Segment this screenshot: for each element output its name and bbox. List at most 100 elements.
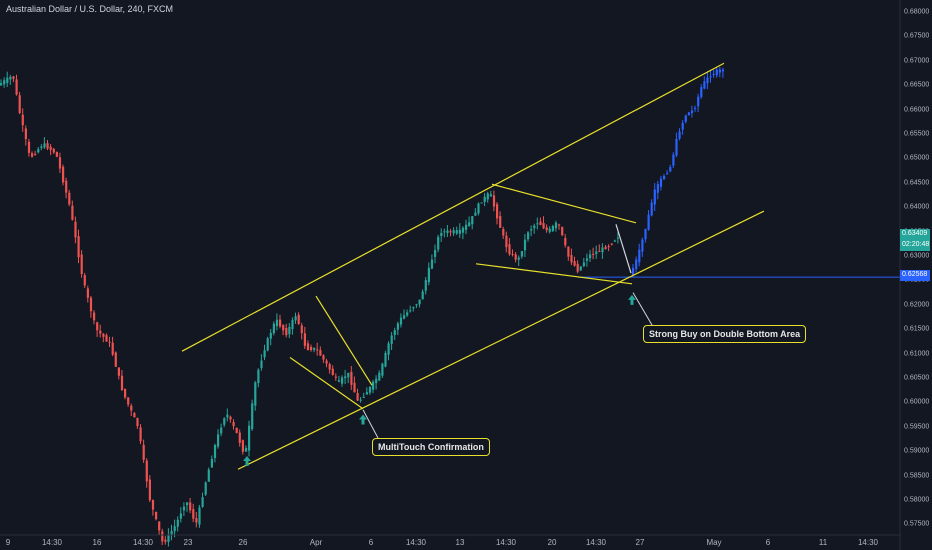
candle [567, 246, 570, 257]
time-tick-label: 14:30 [495, 538, 517, 547]
candle [77, 236, 80, 258]
projection-candle [644, 229, 647, 240]
candle [46, 143, 49, 149]
price-tick-label: 0.60000 [904, 398, 930, 406]
candle [189, 502, 192, 511]
candle [155, 511, 158, 520]
candle [523, 239, 527, 251]
price-tick-label: 0.65000 [904, 154, 930, 162]
candle [331, 368, 334, 375]
projection-candle [635, 259, 638, 270]
candle [12, 76, 15, 79]
candle [235, 427, 238, 433]
projection-layer [632, 66, 725, 277]
candle [263, 350, 266, 358]
candle [573, 261, 576, 266]
trendline[interactable] [181, 62, 725, 352]
time-tick-label: 16 [92, 538, 102, 547]
trendline[interactable] [315, 295, 373, 386]
candle [251, 403, 254, 430]
candle [412, 307, 415, 309]
candle [387, 343, 390, 355]
candle [511, 254, 514, 256]
candle [232, 422, 235, 427]
trendline[interactable] [491, 183, 637, 224]
candle [471, 216, 474, 225]
up-arrow-icon [243, 455, 251, 466]
price-tick-label: 0.68000 [904, 8, 930, 16]
candle [179, 513, 182, 519]
projection-candle [703, 81, 706, 89]
candle [610, 243, 613, 245]
candle [68, 192, 71, 205]
candle [381, 363, 384, 376]
candle [83, 275, 86, 286]
candle [111, 342, 114, 355]
candle [533, 225, 536, 229]
candle [539, 221, 542, 225]
price-axis[interactable]: 0.68000 0.67500 0.67000 0.66500 0.66000 0.655… [900, 0, 932, 535]
candle [130, 405, 133, 411]
candle [446, 230, 449, 234]
up-arrow-icon [359, 414, 367, 425]
candle [195, 518, 198, 523]
level-price-tag: 0.62568 [900, 270, 930, 281]
price-tick-label: 0.61500 [904, 325, 930, 333]
candle [117, 367, 120, 376]
trendline[interactable] [289, 357, 364, 410]
multitouch-callout[interactable]: MultiTouch Confirmation [372, 438, 490, 456]
candle [455, 230, 458, 234]
time-tick-label: 9 [5, 538, 11, 547]
candle [313, 347, 316, 350]
candle [288, 326, 291, 335]
time-tick-label: May [706, 538, 722, 547]
candle [536, 223, 539, 225]
candle [272, 323, 275, 334]
projection-candle [647, 214, 650, 230]
candle [52, 148, 55, 153]
trendline[interactable] [237, 210, 765, 470]
price-tick-label: 0.65500 [904, 130, 930, 138]
trendlines-layer [181, 62, 900, 470]
candle [260, 360, 263, 369]
candle [347, 372, 350, 378]
candle [601, 247, 604, 253]
candle [505, 235, 508, 248]
time-tick-label: 6 [765, 538, 771, 547]
projection-candle [690, 110, 694, 114]
candle [427, 267, 430, 283]
candle [176, 519, 179, 527]
candle [303, 333, 306, 346]
time-tick-label: 14:30 [405, 538, 427, 547]
candle [6, 77, 9, 84]
candle [93, 312, 96, 321]
candle [576, 263, 579, 272]
projection-candle [669, 167, 672, 172]
candle [18, 95, 21, 114]
candle [279, 319, 282, 327]
candle [55, 152, 58, 157]
time-tick-label: 13 [455, 538, 465, 547]
candle [65, 180, 68, 193]
candle [269, 332, 272, 339]
time-tick-label: 27 [635, 538, 645, 547]
strong-buy-callout[interactable]: Strong Buy on Double Bottom Area [643, 325, 807, 343]
trendline[interactable] [615, 224, 632, 274]
price-tick-label: 0.64000 [904, 203, 930, 211]
candle [508, 244, 511, 255]
projection-candle [715, 69, 718, 76]
candle [415, 304, 418, 306]
candle [102, 333, 105, 337]
candle [461, 227, 465, 233]
candle [226, 414, 229, 418]
price-tick-label: 0.61000 [904, 350, 930, 358]
candle [589, 254, 592, 259]
candle [27, 141, 31, 153]
candle [406, 312, 409, 316]
projection-candle [638, 249, 641, 263]
trendline[interactable] [475, 263, 633, 285]
candle [9, 76, 12, 80]
candle [266, 338, 269, 351]
candle [585, 258, 589, 261]
